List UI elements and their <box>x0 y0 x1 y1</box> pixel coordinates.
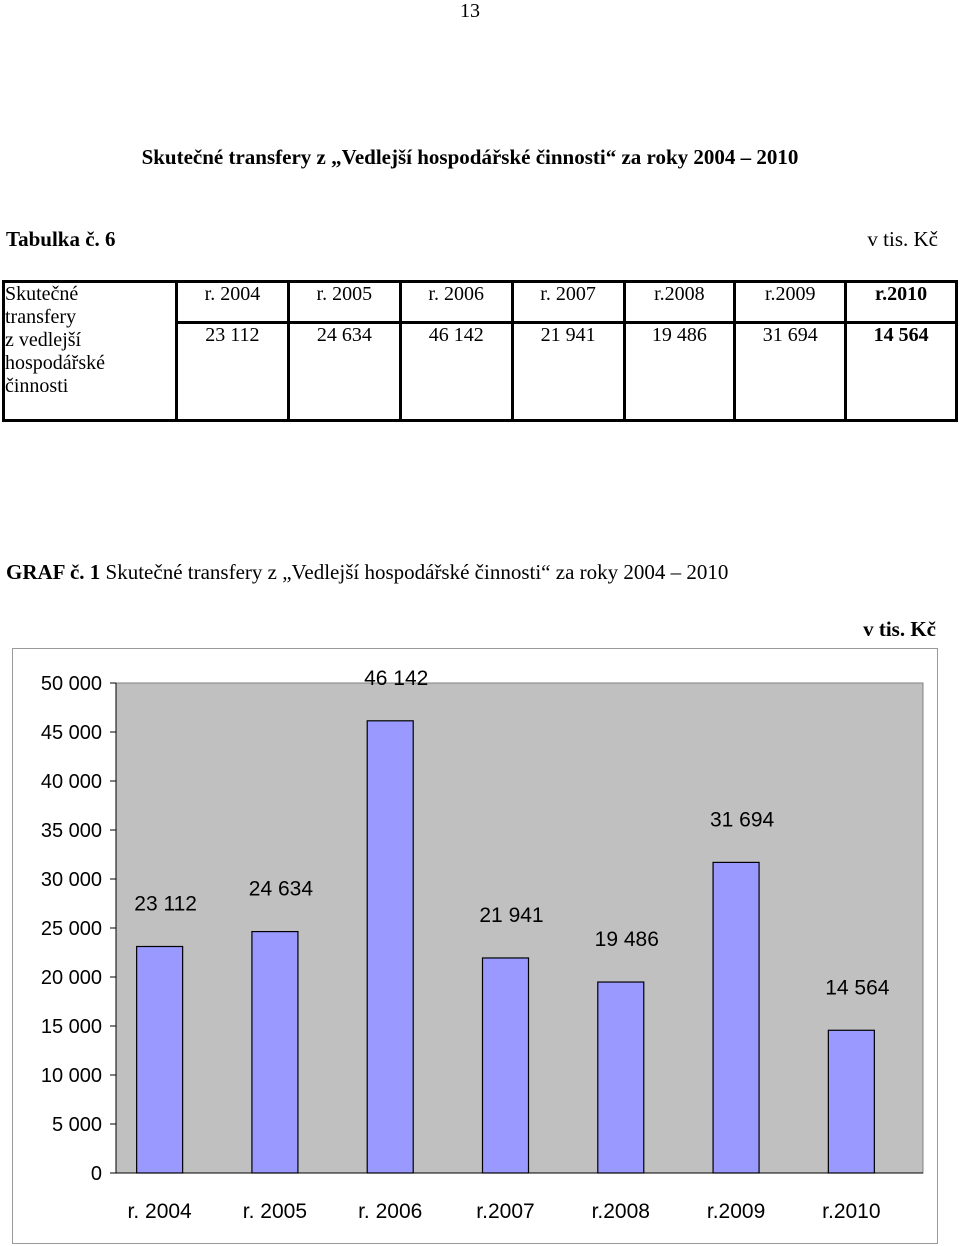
row-header: Skutečné transfery z vedlejší hospodářsk… <box>2 280 178 422</box>
data-label: 19 486 <box>595 928 659 951</box>
year-header: r.2010 <box>844 280 958 324</box>
data-label: 23 112 <box>134 893 197 916</box>
chart-label: GRAF č. 1 <box>6 560 101 584</box>
y-tick-label: 25 000 <box>41 918 102 940</box>
year-header: r. 2007 <box>510 280 626 324</box>
data-label: 24 634 <box>249 878 314 901</box>
x-tick-label: r.2010 <box>822 1200 880 1223</box>
year-header: r. 2006 <box>398 280 514 324</box>
chart-unit: v tis. Kč <box>863 617 936 641</box>
bar-chart: 0 5 000 10 000 15 000 20 000 25 000 30 000 35 0… <box>41 667 924 1223</box>
y-tick-label: 20 000 <box>41 967 102 989</box>
y-tick-label: 0 <box>91 1163 102 1185</box>
row-header-line: činnosti <box>5 375 69 397</box>
y-tick-label: 15 000 <box>41 1016 102 1038</box>
row-header-line: hospodářské <box>5 352 105 374</box>
value-cell: 24 634 <box>286 321 402 422</box>
chart-caption-text: Skutečné transfery z „Vedlejší hospodářs… <box>105 560 729 584</box>
data-label: 46 142 <box>364 667 428 690</box>
y-tick-label: 10 000 <box>41 1065 102 1087</box>
x-tick-label: r.2008 <box>592 1200 650 1223</box>
chart-caption: GRAF č. 1 Skutečné transfery z „Vedlejší… <box>6 560 728 585</box>
y-tick-label: 45 000 <box>41 722 102 744</box>
bar <box>366 720 414 1174</box>
year-header: r. 2004 <box>175 280 290 324</box>
bar <box>136 945 184 1174</box>
x-tick-label: r.2009 <box>707 1200 765 1223</box>
x-tick-label: r.2007 <box>476 1200 534 1223</box>
year-header: r.2009 <box>733 280 848 324</box>
x-tick-label: r. 2006 <box>358 1200 422 1223</box>
value-cell: 14 564 <box>844 321 958 422</box>
chart-frame: 0 5 000 10 000 15 000 20 000 25 000 30 000 35 0… <box>12 648 938 1244</box>
page-number: 13 <box>460 0 480 22</box>
value-cell: 31 694 <box>733 321 848 422</box>
data-label: 21 941 <box>479 904 543 927</box>
year-header: r.2008 <box>622 280 737 324</box>
bar <box>481 957 530 1174</box>
y-tick-label: 50 000 <box>41 673 102 695</box>
value-cell: 19 486 <box>622 321 737 422</box>
year-header: r. 2005 <box>286 280 402 324</box>
bar <box>597 981 645 1174</box>
row-header-line: transfery <box>5 306 77 328</box>
data-label: 31 694 <box>710 808 775 831</box>
table-label: Tabulka č. 6 <box>6 227 116 251</box>
value-cell: 23 112 <box>175 321 290 422</box>
y-tick-label: 30 000 <box>41 869 102 891</box>
value-cell: 46 142 <box>398 321 514 422</box>
y-tick-label: 40 000 <box>41 771 102 793</box>
bar <box>712 861 760 1174</box>
bar <box>251 930 299 1174</box>
row-header-line: z vedlejší <box>5 329 82 351</box>
table-unit: v tis. Kč <box>867 227 938 251</box>
y-tick-label: 35 000 <box>41 820 102 842</box>
bar <box>827 1029 875 1174</box>
x-tick-label: r. 2004 <box>128 1200 193 1223</box>
row-header-line: Skutečné <box>5 283 79 305</box>
transfers-table: Skutečné transfery z vedlejší hospodářsk… <box>2 280 958 422</box>
page-title: Skutečné transfery z „Vedlejší hospodářs… <box>141 145 799 169</box>
y-tick-label: 5 000 <box>52 1114 102 1136</box>
data-label: 14 564 <box>825 976 890 999</box>
x-tick-label: r. 2005 <box>243 1200 307 1223</box>
value-cell: 21 941 <box>510 321 626 422</box>
